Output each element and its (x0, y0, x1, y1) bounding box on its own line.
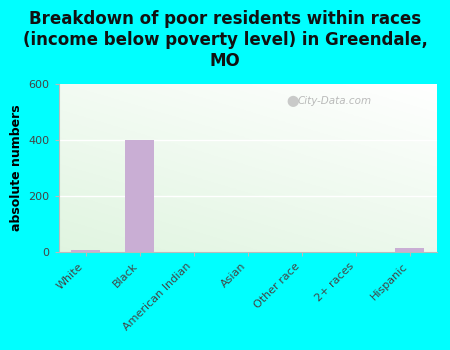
Y-axis label: absolute numbers: absolute numbers (10, 105, 23, 231)
Text: City-Data.com: City-Data.com (297, 96, 372, 106)
Text: Breakdown of poor residents within races
(income below poverty level) in Greenda: Breakdown of poor residents within races… (22, 10, 427, 70)
Bar (71, 250, 100, 252)
Bar (125, 140, 154, 252)
Bar (395, 248, 424, 252)
Text: ⬤: ⬤ (287, 96, 299, 107)
